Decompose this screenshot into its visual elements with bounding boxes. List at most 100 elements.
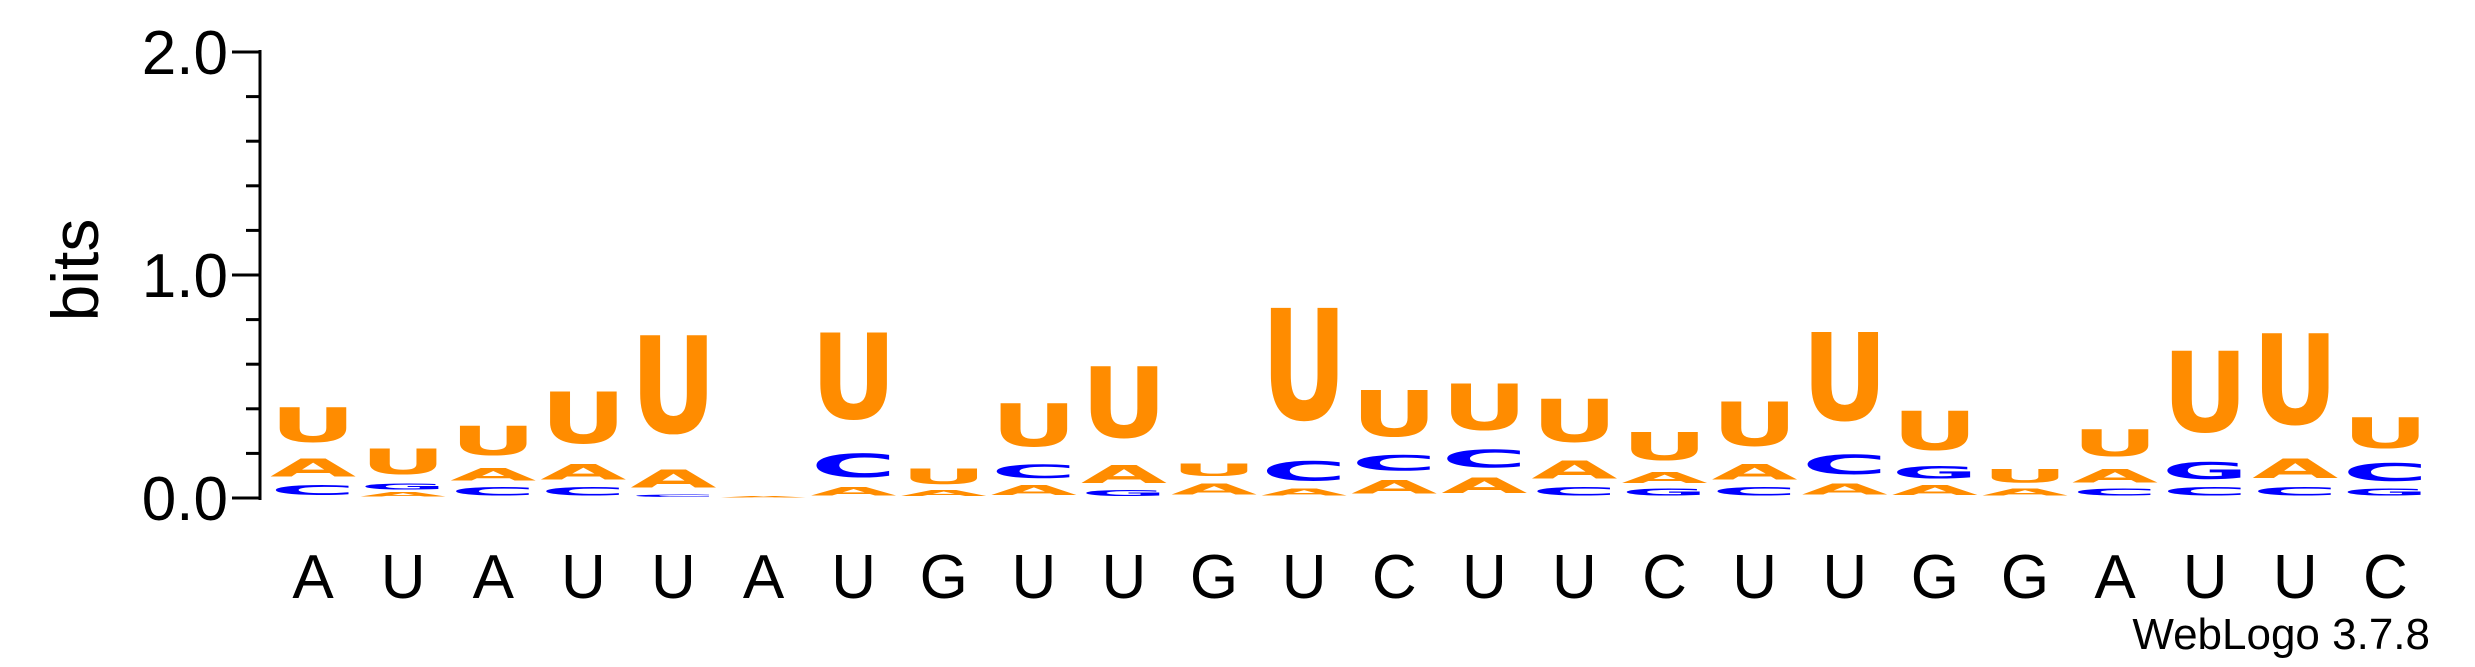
logo-letter: G: [2342, 487, 2428, 498]
logo-letter: G: [360, 482, 446, 491]
logo-letter: A: [1441, 474, 1527, 498]
x-tick-label: U: [1552, 543, 1597, 612]
x-tick-label: U: [1102, 543, 1147, 612]
logo-letter: U: [360, 442, 446, 482]
logo-letter: U: [2252, 310, 2338, 454]
logo-letter: A: [270, 453, 356, 482]
logo-letter: A: [1802, 480, 1888, 498]
logo-letter: U: [2162, 329, 2248, 458]
logo-letter: C: [1441, 444, 1527, 473]
logo-column: AGU: [1892, 400, 1978, 498]
logo-letter: A: [540, 460, 626, 484]
logo-column: CGU: [2162, 329, 2248, 498]
logo-letter: A: [1261, 487, 1347, 498]
logo-letter: A: [1531, 456, 1617, 485]
x-tick-label: U: [831, 543, 876, 612]
logo-letter: U: [1171, 460, 1257, 480]
logo-letter: U: [1622, 424, 1708, 469]
logo-letter: A: [1622, 469, 1708, 487]
logo-letter: U: [811, 310, 897, 447]
logo-column: CAU: [450, 418, 537, 498]
logo-letter: U: [1261, 277, 1347, 455]
x-tick-label: A: [292, 543, 334, 612]
x-tick-label: U: [1282, 543, 1327, 612]
logo-column: CAU: [630, 310, 716, 498]
logo-letter: C: [2342, 458, 2428, 487]
logo-letter: U: [2342, 409, 2428, 458]
logo-letter: U: [1441, 371, 1527, 445]
logo-letter: A: [630, 465, 716, 494]
logo-column: ACU: [1802, 309, 1888, 498]
y-tick-label: 2.0: [142, 19, 228, 88]
x-tick-label: A: [473, 543, 515, 612]
x-tick-label: U: [1462, 543, 1507, 612]
x-tick-label: U: [381, 543, 426, 612]
logo-letter: U: [1712, 390, 1798, 461]
logo-letter: U: [630, 310, 716, 465]
logo-column: CAU: [270, 398, 356, 498]
logo-column: GAU: [1081, 347, 1167, 498]
y-tick-label: 1.0: [142, 242, 228, 311]
logo-column: ACU: [811, 310, 897, 498]
logo-column: A: [721, 496, 807, 498]
logo-letter: U: [1531, 387, 1617, 456]
logo-column: GAU: [1622, 424, 1708, 498]
logo-letter: G: [1081, 489, 1167, 498]
logo-letter: A: [901, 489, 987, 498]
logo-column: ACU: [991, 391, 1077, 498]
logo-letter: U: [991, 391, 1077, 460]
x-tick-label: U: [1011, 543, 1056, 612]
logo-column: ACU: [1261, 277, 1347, 498]
logo-letter: A: [1081, 460, 1167, 489]
logo-letter: A: [1712, 460, 1798, 484]
logo-letter: A: [1351, 476, 1437, 498]
logo-column: ACU: [1351, 378, 1437, 498]
logo-letter: G: [2162, 458, 2248, 485]
x-tick-label: G: [1190, 543, 1238, 612]
logo-letter: A: [1892, 482, 1978, 498]
logo-letter: G: [1622, 487, 1708, 498]
weblogo-credit: WebLogo 3.7.8: [2132, 610, 2430, 659]
logo-letter: A: [2252, 454, 2339, 485]
logo-column: CAU: [2252, 310, 2339, 498]
logo-letter: A: [360, 491, 446, 498]
logo-letter: A: [2072, 465, 2158, 487]
x-tick-label: G: [2001, 543, 2049, 612]
x-tick-label: U: [651, 543, 696, 612]
logo-letter: C: [1351, 451, 1437, 475]
x-tick-label: G: [1911, 543, 1959, 612]
logo-column: CAU: [540, 378, 626, 498]
logo-letter: U: [1892, 400, 1978, 462]
y-axis-label: bits: [38, 219, 112, 322]
x-tick-label: U: [1822, 543, 1867, 612]
logo-letter: U: [2072, 422, 2158, 464]
logo-letter: U: [540, 378, 626, 460]
logo-letter: A: [1982, 487, 2068, 498]
logo-letter: C: [540, 485, 626, 498]
logo-letter: C: [1531, 485, 1617, 498]
logo-column: AGU: [360, 442, 446, 498]
logo-letter: C: [991, 460, 1077, 482]
logo-letter: C: [1802, 449, 1888, 480]
x-tick-label: U: [2273, 543, 2318, 612]
logo-letter: A: [450, 465, 537, 485]
x-tick-label: G: [920, 543, 968, 612]
logo-letter: A: [811, 485, 897, 498]
logo-column: CAU: [1531, 387, 1617, 498]
logo-column: ACU: [1441, 371, 1527, 498]
x-tick-label: A: [2094, 543, 2136, 612]
logo-column: CAU: [2072, 422, 2158, 498]
x-tick-label: U: [2183, 543, 2228, 612]
logo-letter: U: [1081, 347, 1167, 460]
x-tick-label: A: [743, 543, 785, 612]
logo-letter: A: [1171, 480, 1257, 498]
logo-letter: U: [1802, 309, 1888, 449]
logo-column: GCU: [2342, 409, 2428, 498]
logo-letter: C: [2162, 485, 2248, 498]
logo-column: CAU: [1712, 390, 1798, 498]
logo-letter: C: [270, 482, 356, 498]
x-tick-label: U: [561, 543, 606, 612]
